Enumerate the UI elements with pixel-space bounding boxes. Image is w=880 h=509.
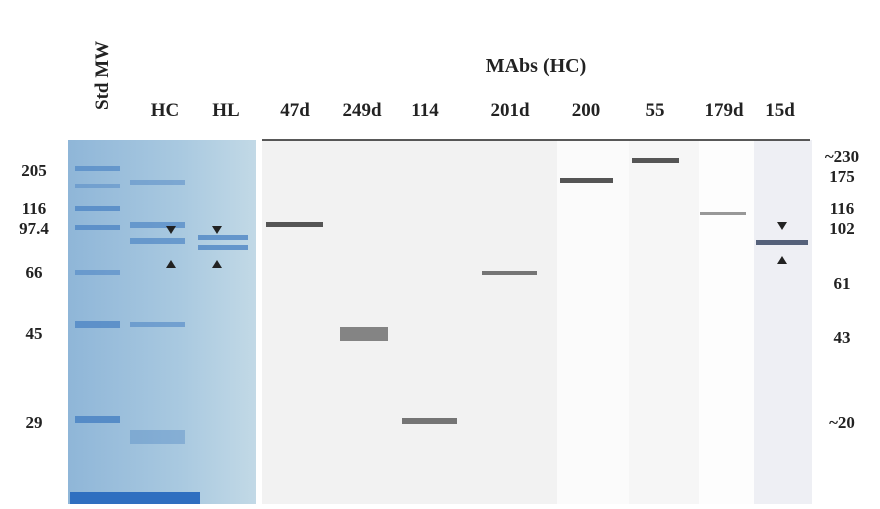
lane-label: 47d xyxy=(280,100,310,121)
mw-marker: 29 xyxy=(26,413,43,432)
mw-marker: 116 xyxy=(830,199,855,218)
lane-label: 179d xyxy=(704,100,744,121)
lane-label: 249d xyxy=(342,100,382,121)
mw-marker: 66 xyxy=(26,263,43,282)
mw-marker: 43 xyxy=(834,328,851,347)
lane-label: 201d xyxy=(490,100,530,121)
mw-marker: ~20 xyxy=(829,413,855,432)
mw-marker: 175 xyxy=(829,167,855,186)
mw-marker: 97.4 xyxy=(19,219,49,238)
lane-label: 55 xyxy=(646,100,665,121)
blot-strips xyxy=(262,140,812,504)
mw-marker: 61 xyxy=(834,274,851,293)
lane-label: 15d xyxy=(765,100,795,121)
mw-marker: ~230 xyxy=(825,147,859,166)
lane-label: HL xyxy=(212,100,239,121)
lane-label: 200 xyxy=(572,100,601,121)
mw-marker: 102 xyxy=(829,219,855,238)
lane-label: Std MW xyxy=(92,41,113,110)
lane-label: HC xyxy=(151,100,180,121)
lane-label: 114 xyxy=(411,100,439,121)
mw-marker: 205 xyxy=(21,161,47,180)
mw-marker: 116 xyxy=(22,199,47,218)
gel-figure: MAbs (HC) Std MW HC HL 47d 249d 114 201d… xyxy=(0,0,880,504)
group-title: MAbs (HC) xyxy=(486,55,587,77)
mw-marker: 45 xyxy=(26,324,43,343)
